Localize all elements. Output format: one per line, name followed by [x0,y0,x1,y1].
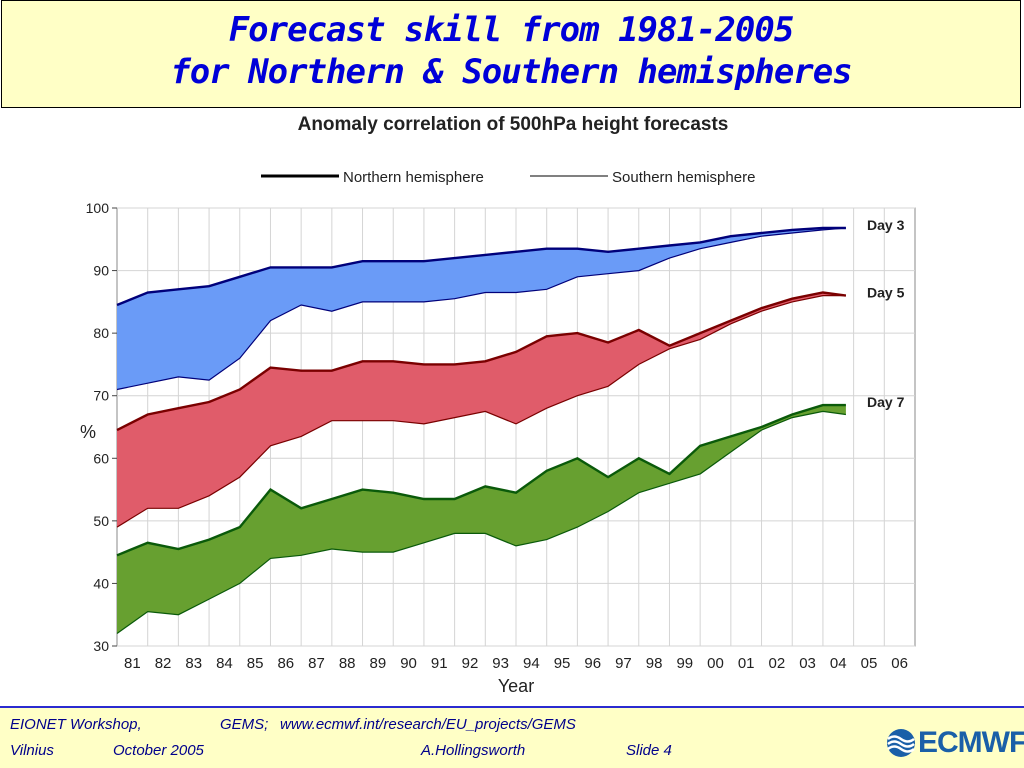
x-tick-label: 97 [615,655,632,672]
x-tick-label: 86 [277,655,294,672]
x-tick-label: 98 [646,655,663,672]
series-line-northern-day7 [116,403,846,557]
x-tick-label: 94 [523,655,540,672]
chart-bands [116,226,847,634]
y-tick-label: 70 [93,388,109,404]
y-tick-label: 50 [93,513,109,529]
series-line-northern-day3 [116,226,846,307]
legend-label-southern: Southern hemisphere [612,169,755,186]
x-tick-label: 01 [738,655,755,672]
legend-label-northern: Northern hemisphere [343,169,484,186]
x-tick-label: 90 [400,655,417,672]
band-label-day5: Day 5 [867,285,905,301]
x-tick-label: 06 [891,655,908,672]
y-tick-label: 60 [93,450,109,466]
footer-date: October 2005 [113,742,204,759]
series-line-northern-day5 [116,291,847,432]
x-tick-label: 02 [769,655,786,672]
ecmwf-logo-mark-icon [887,729,915,757]
x-tick-label: 91 [431,655,448,672]
footer-slide-number: Slide 4 [626,742,672,759]
band-label-day3: Day 3 [867,217,905,233]
band-area-day7 [117,405,846,634]
x-tick-label: 95 [554,655,571,672]
series-line-southern-day5 [116,295,846,528]
y-tick-label: 40 [93,575,109,591]
x-tick-label: 84 [216,655,233,672]
slide-title-line-2: for Northern & Southern hemispheres [170,52,852,92]
anomaly-correlation-chart: Anomaly correlation of 500hPa height for… [80,114,916,696]
y-axis-label: % [80,422,96,442]
x-tick-label: 93 [492,655,509,672]
y-tick-label: 30 [93,638,109,654]
x-tick-label: 88 [339,655,356,672]
series-line-southern-day7 [116,410,846,634]
chart-legend: Northern hemisphere Southern hemisphere [261,169,755,186]
x-tick-label: 04 [830,655,847,672]
x-tick-label: 89 [370,655,387,672]
x-tick-label: 05 [861,655,878,672]
x-axis-label: Year [498,676,534,696]
x-tick-label: 00 [707,655,724,672]
slide-title-line-1: Forecast skill from 1981-2005 [228,10,795,50]
y-tick-label: 100 [86,200,110,216]
footer-gems-label: GEMS; [220,716,269,733]
slide-title-box: Forecast skill from 1981-2005 for Northe… [1,0,1021,108]
ecmwf-logo: ECMWF [884,726,1024,760]
footer-workshop: EIONET Workshop, [10,716,142,733]
chart-title: Anomaly correlation of 500hPa height for… [298,114,729,135]
y-tick-label: 90 [93,263,109,279]
ecmwf-logo-text: ECMWF [918,726,1024,759]
x-tick-label: 99 [676,655,693,672]
footer-location: Vilnius [10,742,54,759]
chart-axes: 30 40 50 60 70 80 90 100 81 82 83 84 85 86 87 88 89 90 91 9… [86,200,908,672]
x-tick-label: 85 [247,655,264,672]
x-tick-label: 83 [185,655,202,672]
x-tick-label: 87 [308,655,325,672]
band-label-day7: Day 7 [867,394,905,410]
x-tick-label: 92 [462,655,479,672]
x-tick-label: 82 [155,655,172,672]
footer-author: A.Hollingsworth [421,742,526,759]
footer-gems-link[interactable]: www.ecmwf.int/research/EU_projects/GEMS [280,716,576,733]
y-tick-label: 80 [93,325,109,341]
chart-area: Anomaly correlation of 500hPa height for… [70,108,916,700]
band-labels: Day 3 Day 5 Day 7 [867,217,905,410]
x-tick-label: 81 [124,655,141,672]
slide-footer: EIONET Workshop, GEMS; www.ecmwf.int/res… [0,706,1024,768]
x-tick-label: 03 [799,655,816,672]
series-line-southern-day3 [116,227,846,391]
x-tick-label: 96 [584,655,601,672]
